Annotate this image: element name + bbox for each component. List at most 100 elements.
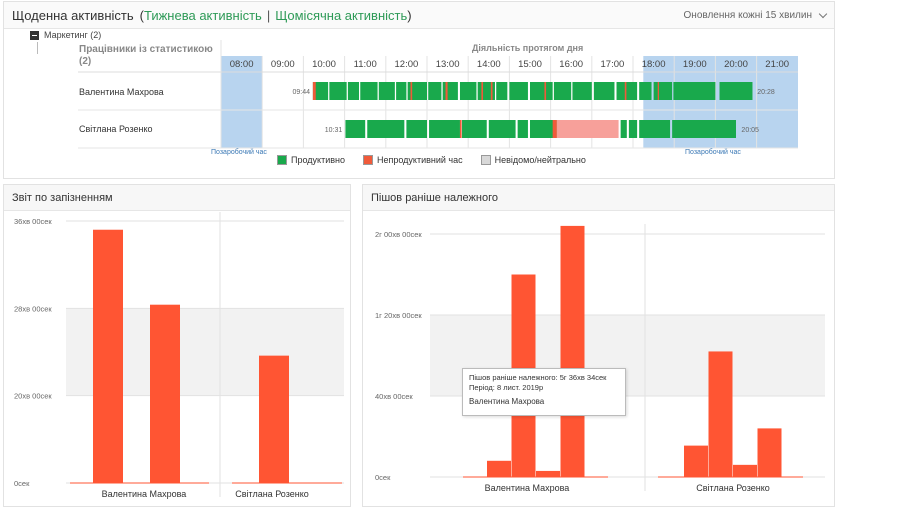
activity-segment-productive bbox=[378, 82, 395, 100]
daily-activity-title: Щоденна активність bbox=[12, 7, 134, 23]
activity-segment-productive bbox=[496, 82, 508, 100]
early-leave-panel: Пішов раніше належного 0сек 40хв 00сек 1г … bbox=[362, 184, 835, 507]
activity-segment-productive bbox=[312, 82, 329, 100]
activity-segment-productive bbox=[639, 82, 652, 100]
activity-segment-productive bbox=[462, 120, 487, 138]
legend-neutral: Невідомо/нейтрально bbox=[480, 155, 586, 165]
activity-segment-unproductive bbox=[490, 82, 493, 100]
bar-0-3 bbox=[560, 225, 585, 477]
group-marketing[interactable]: Маркетинг (2) bbox=[30, 30, 101, 40]
activity-segment-productive bbox=[396, 82, 407, 100]
activity-segment-productive bbox=[719, 82, 753, 100]
activity-segment-productive bbox=[459, 82, 477, 100]
activity-segment-productive bbox=[407, 82, 427, 100]
daily-activity-header: Щоденна активність ( Тижнева активність … bbox=[4, 2, 834, 29]
activity-segment-productive bbox=[673, 82, 716, 100]
legend-neutral-label: Невідомо/нейтрально bbox=[494, 155, 586, 165]
employee-name-1[interactable]: Світлана Розенко bbox=[79, 124, 153, 134]
refresh-dropdown[interactable]: Оновлення кожні 15 хвилин bbox=[683, 9, 828, 21]
activity-segment-productive bbox=[628, 120, 638, 138]
refresh-label: Оновлення кожні 15 хвилин bbox=[683, 9, 812, 21]
x-category-label-1: Світлана Розенко bbox=[235, 489, 309, 499]
weekly-activity-link[interactable]: Тижнева активність bbox=[143, 7, 262, 23]
y-tick-label-0: 0сек bbox=[14, 479, 30, 488]
activity-segment-unproductive bbox=[657, 82, 659, 100]
tooltip-value: Пішов раніше належного: 5г 36хв 34сек bbox=[469, 373, 607, 382]
activity-segment-productive bbox=[329, 82, 347, 100]
group-label: Маркетинг (2) bbox=[44, 30, 102, 40]
hour-label-1: 09:00 bbox=[271, 59, 295, 70]
legend-productive-label: Продуктивно bbox=[291, 155, 345, 165]
legend-unproductive: Непродуктивний час bbox=[362, 155, 463, 165]
early-leave-chart: 0сек 40хв 00сек 1г 20хв 00сек 2г 00хв 00сек… bbox=[375, 224, 825, 493]
y-tick-label-2: 28хв 00сек bbox=[14, 304, 52, 313]
activity-segment-unproductive bbox=[624, 82, 627, 100]
bar-1-2 bbox=[733, 464, 757, 477]
y-tick-label-3: 36хв 00сек bbox=[14, 217, 52, 226]
activity-segment-productive bbox=[509, 82, 528, 100]
activity-segment-productive bbox=[620, 120, 627, 138]
activity-segment-productive bbox=[429, 120, 460, 138]
bar-1-0 bbox=[684, 445, 708, 477]
activity-segment-productive bbox=[406, 120, 427, 138]
activity-segment-unproductive bbox=[410, 82, 413, 100]
late-report-chart: 0сек 20хв 00сек 28хв 00сек 36хв 00сек Валент… bbox=[14, 212, 344, 499]
activity-segment-productive bbox=[442, 82, 458, 100]
hour-label-10: 18:00 bbox=[642, 59, 666, 70]
early-leave-header: Пішов раніше належного bbox=[363, 185, 834, 211]
y-tick-label-1: 40хв 00сек bbox=[375, 392, 413, 401]
tooltip-period: Період: 8 лист. 2019р bbox=[469, 383, 544, 392]
start-time-1: 10:31 bbox=[325, 127, 343, 134]
bar-0-2 bbox=[536, 470, 560, 477]
tooltip-employee: Валентина Махрова bbox=[469, 397, 545, 406]
end-time-1: 20:05 bbox=[741, 127, 759, 134]
off-hours-label-right: Позаробочий час bbox=[685, 149, 741, 156]
activity-timeline: 08:00 09:00 10:00 11:00 12:00 13:00 14:00 15:00… bbox=[78, 40, 798, 149]
chart-tooltip: Пішов раніше належного: 5г 36хв 34сек Пе… bbox=[462, 368, 626, 416]
hour-label-2: 10:00 bbox=[312, 59, 336, 70]
late-report-header: Звіт по запізненням bbox=[4, 185, 350, 211]
end-time-0: 20:28 bbox=[757, 89, 775, 96]
legend-swatch-neutral bbox=[480, 155, 491, 165]
bar-0-1 bbox=[150, 304, 180, 483]
early-leave-title: Пішов раніше належного bbox=[371, 191, 498, 204]
activity-segment-productive bbox=[347, 82, 360, 100]
hour-label-8: 16:00 bbox=[559, 59, 583, 70]
hour-label-4: 12:00 bbox=[395, 59, 419, 70]
x-category-label-1: Світлана Розенко bbox=[696, 483, 770, 493]
activity-segment-unproductive bbox=[552, 120, 557, 138]
activity-segment-productive bbox=[428, 82, 442, 100]
hour-label-3: 11:00 bbox=[354, 59, 377, 70]
collapse-icon[interactable] bbox=[30, 30, 39, 40]
y-tick-label-0: 0сек bbox=[375, 473, 391, 482]
employee-name-0[interactable]: Валентина Махрова bbox=[79, 87, 164, 97]
activity-segment-unproductive bbox=[459, 120, 462, 138]
activity-segment-productive bbox=[553, 82, 572, 100]
activity-segment-unproductive_light bbox=[556, 120, 619, 138]
off-hours-label-left: Позаробочий час bbox=[211, 149, 267, 156]
activity-header: Діяльність протягом дня bbox=[472, 43, 584, 53]
monthly-activity-link[interactable]: Щомісячна активність bbox=[275, 7, 408, 23]
hour-label-0: 08:00 bbox=[230, 59, 254, 70]
hour-label-9: 17:00 bbox=[601, 59, 625, 70]
activity-segment-productive bbox=[572, 82, 592, 100]
y-tick-label-1: 20хв 00сек bbox=[14, 392, 52, 401]
bar-0-0 bbox=[487, 460, 511, 477]
title-paren-close: ) bbox=[407, 7, 412, 23]
legend-swatch-productive bbox=[277, 155, 287, 165]
activity-segment-unproductive bbox=[544, 82, 547, 100]
tree-connector bbox=[37, 42, 38, 54]
bar-1-0 bbox=[259, 355, 289, 483]
legend-unproductive-label: Непродуктивний час bbox=[376, 155, 463, 165]
activity-segment-unproductive bbox=[481, 82, 484, 100]
hour-label-5: 13:00 bbox=[436, 59, 460, 70]
activity-segment-productive bbox=[530, 82, 553, 100]
employees-header: Працівники із статистикою (2) bbox=[79, 44, 213, 67]
activity-segment-productive bbox=[345, 120, 366, 138]
activity-segment-productive bbox=[517, 120, 528, 138]
activity-segment-productive bbox=[653, 82, 673, 100]
activity-segment-productive bbox=[360, 82, 378, 100]
activity-segment-productive bbox=[672, 120, 736, 138]
hour-label-6: 14:00 bbox=[477, 59, 501, 70]
late-report-title: Звіт по запізненням bbox=[12, 191, 113, 204]
